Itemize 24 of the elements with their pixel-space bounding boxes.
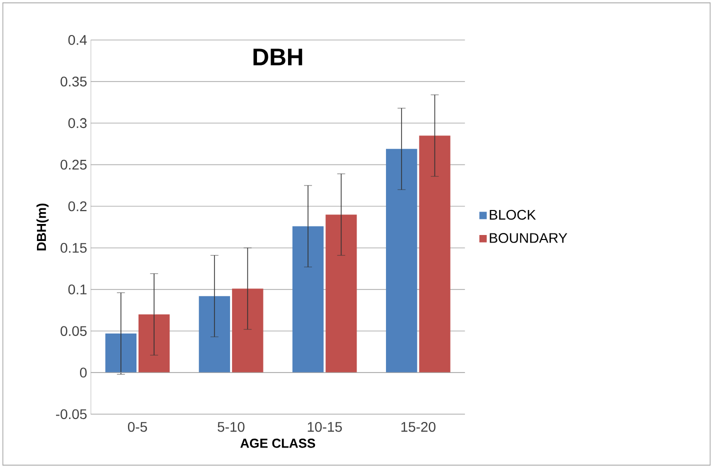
chart-title: DBH <box>254 48 302 66</box>
y-tick-label: 0.2 <box>68 201 87 212</box>
y-tick-label: 0 <box>80 368 87 378</box>
x-tick-label: 0-5 <box>128 422 147 432</box>
x-tick-label: 5-10 <box>218 422 244 432</box>
bar <box>419 136 450 373</box>
x-tick-label: 15-20 <box>401 422 436 432</box>
y-tick-label: 0.25 <box>60 160 87 170</box>
bar <box>292 226 324 373</box>
x-axis-title: AGE CLASS <box>240 438 316 448</box>
y-tick-label: -0.05 <box>56 409 87 420</box>
y-tick-label: 0.4 <box>68 35 87 45</box>
y-tick-label: 0.3 <box>68 118 87 128</box>
bar <box>232 288 264 373</box>
legend-label: BOUNDARY <box>490 233 568 243</box>
legend-label: BLOCK <box>490 210 536 220</box>
bar <box>386 148 418 373</box>
y-tick-label: 0.05 <box>60 326 87 336</box>
bar <box>326 214 357 373</box>
y-tick-label: 0.35 <box>60 76 87 86</box>
y-tick-label: 0.15 <box>60 242 87 253</box>
x-tick-label: 10-15 <box>308 422 342 432</box>
y-tick-label: 0.1 <box>68 284 87 294</box>
y-axis-title: DBH(m) <box>36 204 49 250</box>
